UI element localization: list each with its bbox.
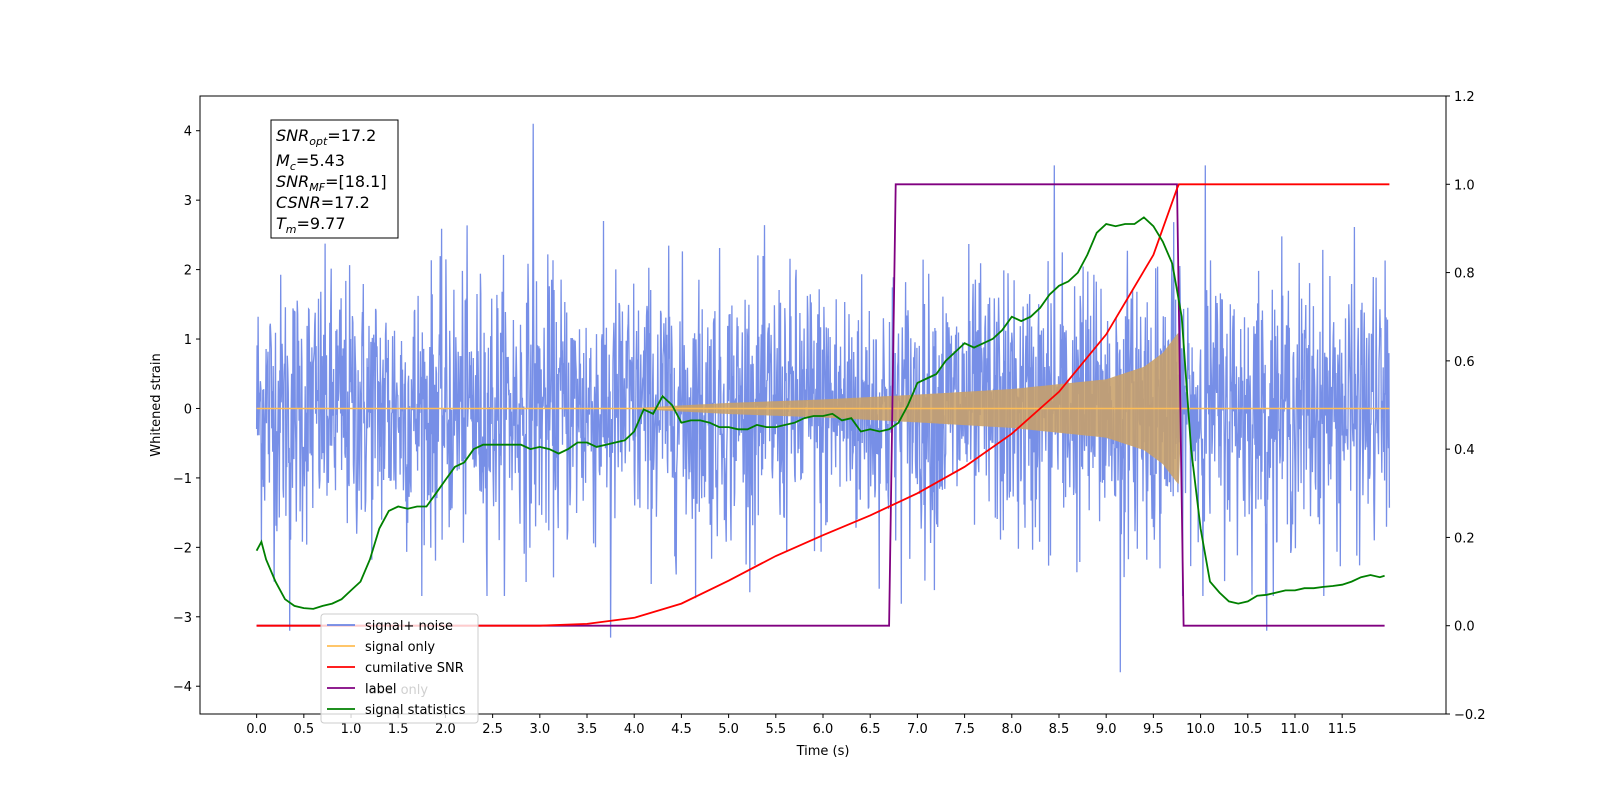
legend: label only signal+ noise signal only cumil… (320, 613, 479, 724)
legend-label: signal+ noise (365, 619, 453, 634)
y-tick-label: −4 (173, 680, 192, 695)
y2-tick-label: 1.2 (1454, 90, 1475, 105)
annotation-snr-mf: SNRMF=[18.1] (276, 172, 387, 194)
x-tick-label: 8.0 (1001, 722, 1022, 737)
series-signal-plus-noise (255, 123, 1391, 673)
y2-tick-label: −0.2 (1454, 708, 1486, 723)
y2-tick-label: 0.6 (1454, 355, 1475, 370)
right-y-axis-ticks: −0.2 0.0 0.2 0.4 0.6 0.8 1.0 1.2 (1446, 90, 1486, 723)
series-signal-statistics (255, 216, 1385, 610)
x-tick-label: 4.5 (671, 722, 692, 737)
series-label (256, 183, 1385, 627)
x-tick-label: 11.0 (1280, 722, 1309, 737)
annotation-mc: Mc=5.43 (276, 151, 345, 173)
plot-area (255, 123, 1391, 673)
annotation-csnr: CSNR=17.2 (276, 193, 370, 212)
x-tick-label: 3.0 (529, 722, 550, 737)
x-tick-label: 5.5 (765, 722, 786, 737)
y-tick-label: −1 (173, 472, 192, 487)
x-tick-label: 10.5 (1233, 722, 1262, 737)
y2-tick-label: 0.8 (1454, 267, 1475, 282)
x-tick-label: 4.0 (624, 722, 645, 737)
annotation-tm: Tm=9.77 (276, 214, 346, 236)
x-tick-label: 9.0 (1096, 722, 1117, 737)
x-tick-label: 3.5 (577, 722, 598, 737)
y-tick-label: 3 (184, 194, 192, 209)
x-tick-label: 6.0 (813, 722, 834, 737)
x-tick-label: 8.5 (1049, 722, 1070, 737)
y2-tick-label: 0.2 (1454, 531, 1475, 546)
left-y-axis-ticks: −4 −3 −2 −1 0 1 2 3 4 (173, 125, 200, 695)
y-tick-label: 0 (184, 402, 192, 417)
y2-tick-label: 1.0 (1454, 178, 1475, 193)
annotation-box: SNRopt=17.2 Mc=5.43 SNRMF=[18.1] CSNR=17… (270, 119, 399, 239)
y-tick-label: 2 (184, 264, 192, 279)
x-tick-label: 2.5 (482, 722, 503, 737)
y-tick-label: 1 (184, 333, 192, 348)
y-axis-label: Whitened strain (149, 353, 164, 456)
x-tick-label: 1.0 (341, 722, 362, 737)
annotation-snr-opt: SNRopt=17.2 (276, 126, 376, 148)
y-tick-label: 4 (184, 125, 192, 140)
x-axis-ticks: 0.0 0.5 1.0 1.5 2.0 2.5 3.0 3.5 4.0 4.5 5.0 5.5 6.0 6… (246, 714, 1357, 737)
y-tick-label: −2 (173, 541, 192, 556)
legend-entries: signal+ noise signal only cumilative SNR la… (327, 619, 466, 718)
x-tick-label: 9.5 (1143, 722, 1164, 737)
x-tick-label: 0.0 (246, 722, 267, 737)
x-tick-label: 7.0 (907, 722, 928, 737)
y2-tick-label: 0.4 (1454, 443, 1475, 458)
legend-hidden-label-only: label only (365, 683, 428, 698)
y2-tick-label: 0.0 (1454, 620, 1475, 635)
legend-label: signal statistics (365, 703, 466, 718)
legend-frame (320, 613, 479, 724)
x-tick-label: 5.0 (718, 722, 739, 737)
x-tick-label: 2.0 (435, 722, 456, 737)
x-tick-label: 6.5 (860, 722, 881, 737)
x-tick-label: 11.5 (1328, 722, 1357, 737)
legend-label: label (365, 682, 396, 697)
legend-label: cumilative SNR (365, 661, 464, 676)
x-tick-label: 0.5 (293, 722, 314, 737)
x-tick-label: 7.5 (954, 722, 975, 737)
x-tick-label: 1.5 (388, 722, 409, 737)
y-tick-label: −3 (173, 611, 192, 626)
x-axis-label: Time (s) (796, 744, 850, 759)
x-tick-label: 10.0 (1186, 722, 1215, 737)
right-axis-series (255, 183, 1390, 627)
legend-label: signal only (365, 640, 435, 655)
series-cumilative-snr (256, 183, 1390, 627)
